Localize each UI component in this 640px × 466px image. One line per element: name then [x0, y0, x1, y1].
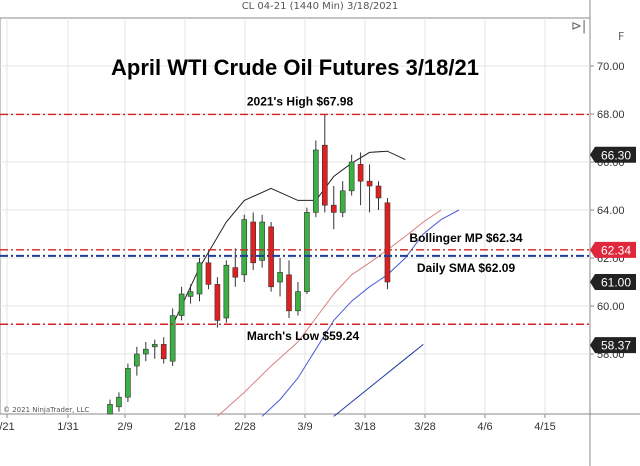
candle-up: [187, 291, 194, 297]
price-badge: [590, 146, 636, 163]
f-icon[interactable]: F: [618, 30, 625, 43]
candle-down: [357, 164, 364, 182]
price-badge-label: 58.37: [601, 339, 631, 353]
y-tick-label: 68.00: [597, 109, 625, 121]
chart-title: April WTI Crude Oil Futures 3/18/21: [111, 55, 479, 80]
y-tick-label: 60.00: [597, 301, 625, 313]
candle-down: [232, 267, 239, 278]
x-axis: /21 1/31 2/9 2/18 2/28 3/9 3/18 3/28 4/6 4/15: [0, 414, 556, 433]
candle-down: [214, 284, 221, 321]
candle-up: [169, 315, 176, 362]
price-badge: [590, 337, 636, 354]
candle-up: [304, 212, 310, 292]
candle-up: [143, 348, 149, 355]
candle-up: [125, 368, 131, 398]
candle-down: [160, 344, 167, 360]
bollinger-upper-line: [172, 150, 406, 326]
level-label: March's Low $59.24: [247, 329, 360, 343]
bollinger-lower-line: [261, 209, 460, 417]
candle-up: [196, 262, 203, 295]
candle-down: [330, 204, 337, 213]
x-tick-label: 2/18: [174, 421, 195, 433]
bollinger-mid-line: [217, 209, 442, 417]
price-badge: [590, 274, 636, 290]
candle-down: [366, 180, 373, 187]
candle-down: [321, 144, 328, 206]
candle-up: [178, 293, 185, 316]
price-badge: [590, 241, 636, 258]
candle-down: [286, 274, 292, 312]
candle-up: [241, 219, 248, 276]
y-tick-label: 70.00: [597, 61, 625, 73]
x-tick-label: 2/9: [117, 421, 132, 433]
candle-up: [107, 404, 113, 415]
collapse-panel-icon[interactable]: ⊳|: [571, 19, 587, 34]
candle-up: [339, 190, 346, 213]
candles: [107, 114, 391, 415]
level-label: Daily SMA $62.09: [417, 261, 516, 275]
horizontal-levels: 2021's High $67.98 March's Low $59.24 Boll…: [0, 94, 590, 343]
y-tick-label: 64.00: [597, 205, 625, 217]
price-badge-label: 61.00: [601, 276, 631, 290]
candle-up: [277, 272, 283, 283]
x-tick-label: /21: [0, 421, 15, 433]
level-label: Bollinger MP $62.34: [409, 231, 522, 245]
candle-down: [205, 262, 212, 285]
x-tick-label: 2/28: [234, 421, 255, 433]
candle-up: [116, 396, 122, 408]
price-badge-label: 62.34: [601, 243, 631, 257]
x-tick-label: 4/15: [534, 421, 555, 433]
x-tick-label: 1/31: [57, 421, 78, 433]
candle-up: [259, 221, 265, 261]
copyright-text: © 2021 NinjaTrader, LLC: [3, 406, 89, 414]
candle-up: [348, 161, 355, 192]
candle-down: [375, 185, 382, 199]
bollinger-bands: [172, 150, 460, 417]
candle-up: [151, 344, 158, 348]
price-badge-label: 66.30: [601, 148, 631, 162]
y-axis: 58.0060.0062.0064.0066.0068.0070.0066.30…: [590, 61, 636, 361]
candle-up: [313, 149, 319, 213]
x-tick-label: 4/6: [477, 421, 492, 433]
candle-down: [384, 202, 391, 283]
candle-down: [250, 221, 256, 264]
candle-up: [134, 353, 140, 367]
x-tick-label: 3/28: [414, 421, 435, 433]
x-tick-label: 3/9: [297, 421, 312, 433]
level-label: 2021's High $67.98: [247, 94, 354, 108]
candle-up: [223, 264, 230, 319]
candle-up: [295, 291, 301, 312]
x-tick-label: 3/18: [354, 421, 375, 433]
sma-line: [333, 344, 424, 417]
instrument-header: CL 04-21 (1440 Min) 3/18/2021: [241, 1, 399, 12]
